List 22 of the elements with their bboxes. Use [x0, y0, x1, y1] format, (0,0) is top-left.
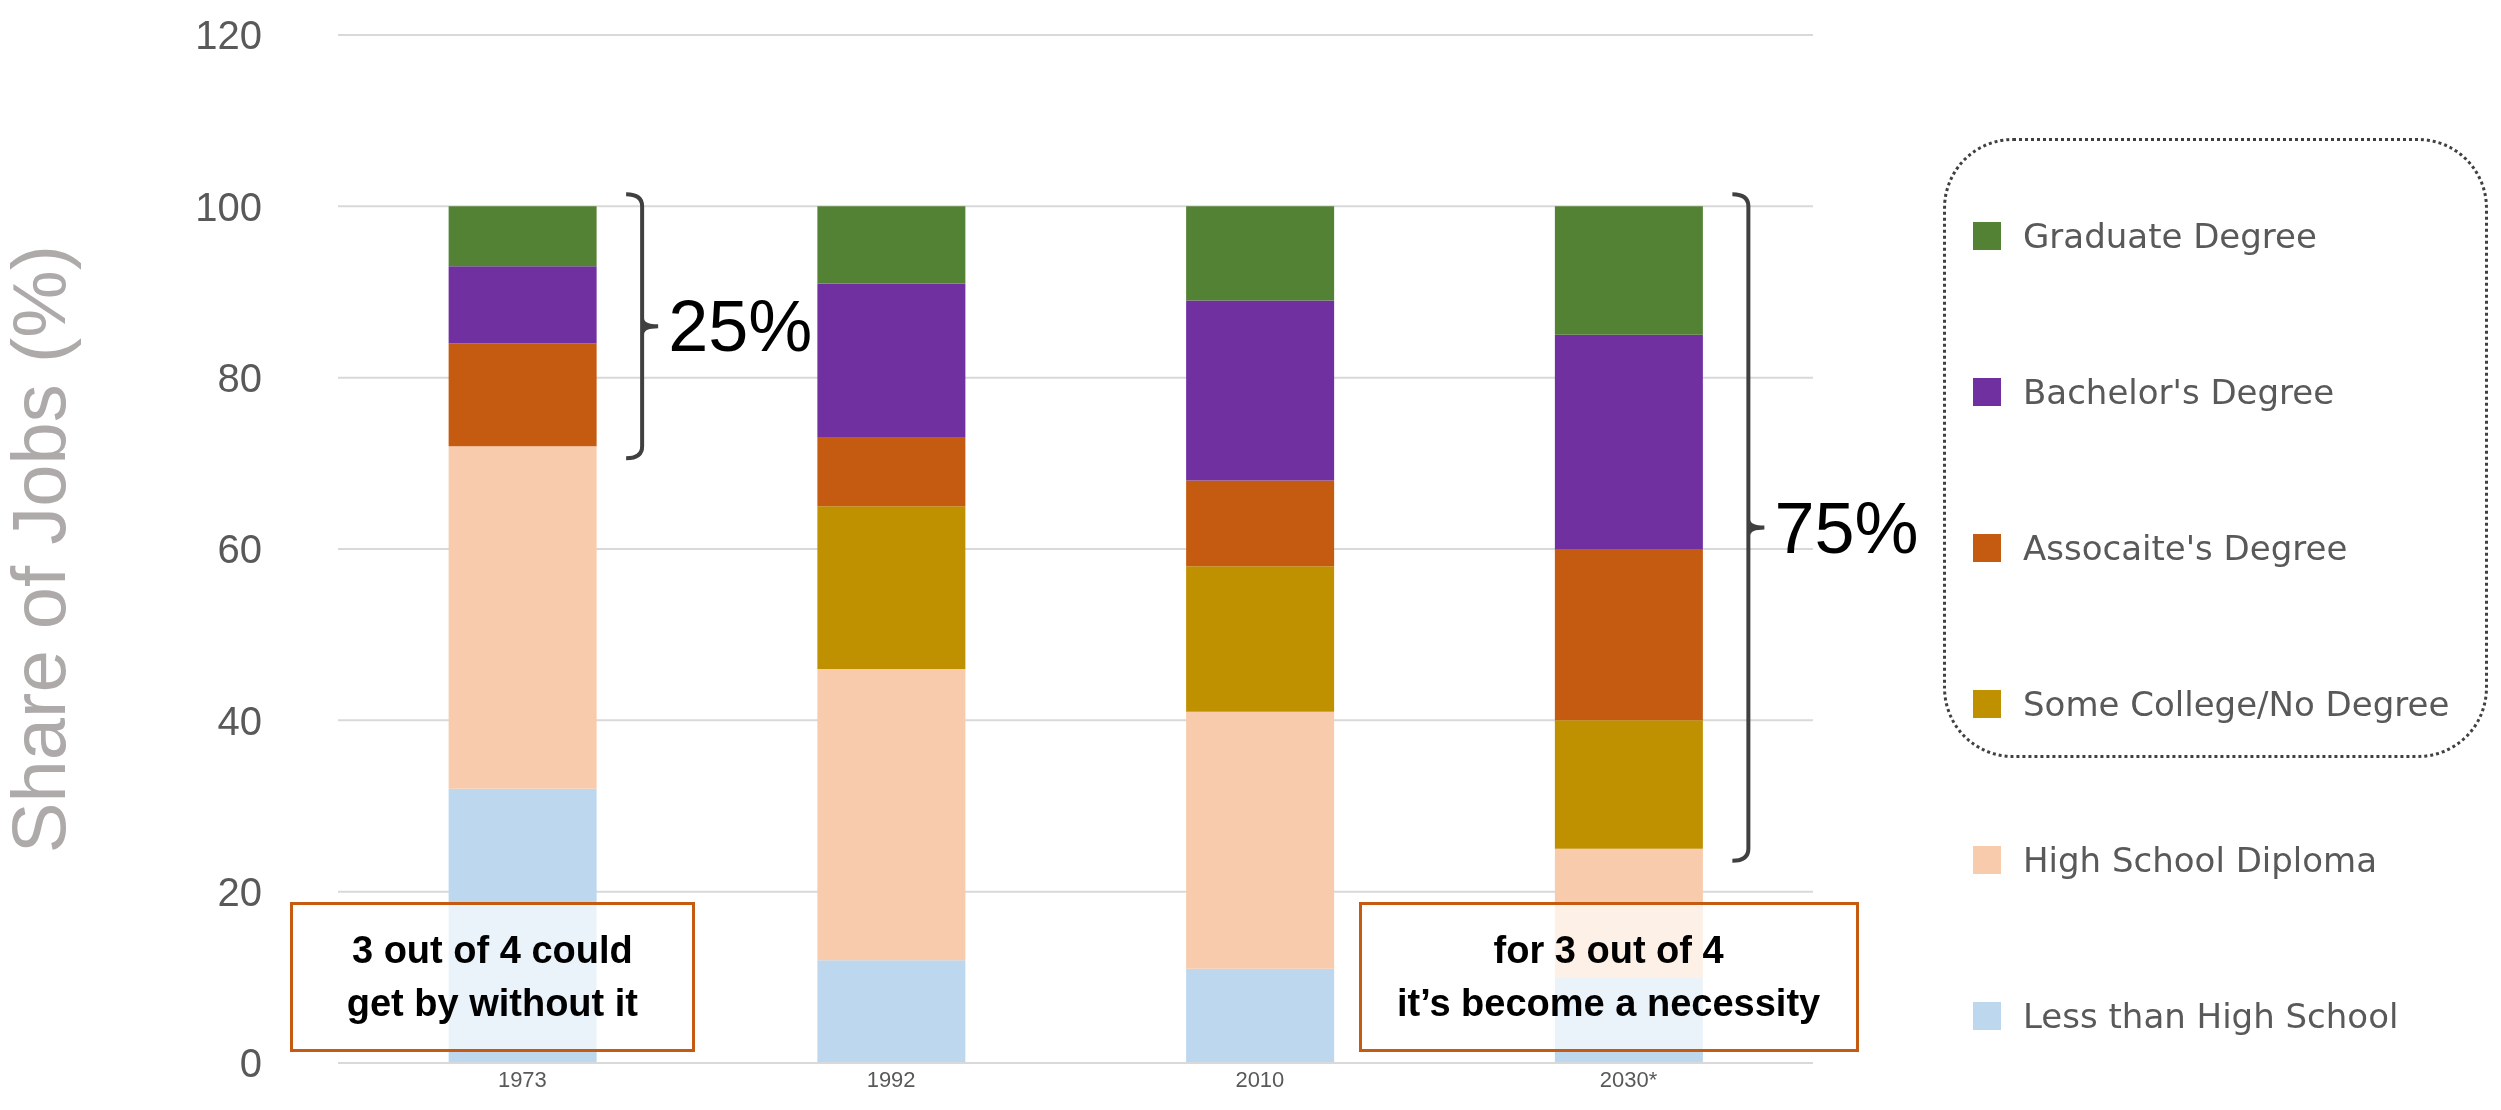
legend-label: Some College/No Degree: [2023, 684, 2450, 724]
annotation: 75%: [1774, 487, 1919, 568]
legend-label: Bachelor's Degree: [2023, 372, 2335, 412]
legend-label: Assocaite's Degree: [2023, 528, 2348, 568]
y-tick-label: 40: [217, 698, 262, 743]
annotation: for 3 out of 4 it’s become a necessity: [1358, 902, 1859, 1053]
legend-label: Graduate Degree: [2023, 216, 2317, 256]
legend-label: High School Diploma: [2023, 840, 2378, 880]
x-tick-label: 1992: [866, 1066, 916, 1092]
y-axis-title: Share of Jobs (%): [0, 244, 81, 854]
x-tick-label: 2030*: [1599, 1066, 1658, 1092]
x-tick-label: 2010: [1235, 1066, 1285, 1092]
y-tick-label: 80: [217, 355, 262, 400]
y-tick-label: 100: [195, 184, 262, 229]
annotation: 3 out of 4 could get by without it: [289, 902, 695, 1053]
y-tick-label: 60: [217, 527, 262, 572]
y-tick-label: 0: [239, 1041, 262, 1086]
x-tick-label: 1973: [497, 1066, 547, 1092]
legend-label: Less than High School: [2023, 996, 2399, 1036]
annotation: 25%: [668, 286, 813, 367]
y-tick-label: 120: [195, 13, 262, 58]
y-tick-label: 20: [217, 869, 262, 914]
